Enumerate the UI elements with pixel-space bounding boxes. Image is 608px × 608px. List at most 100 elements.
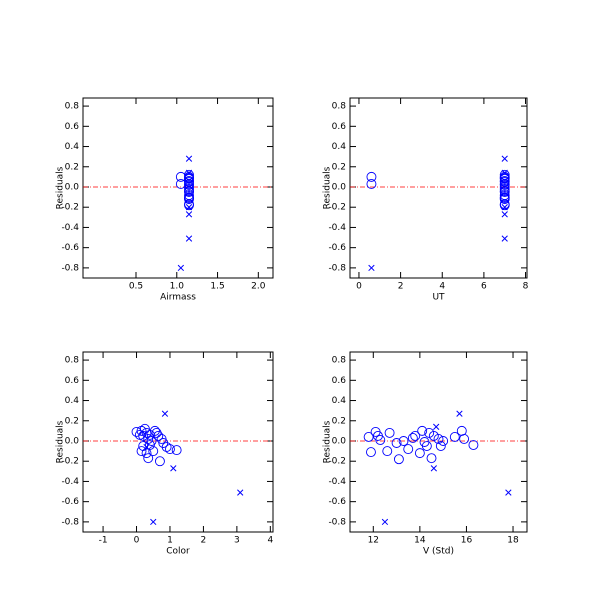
point-cross: [433, 423, 440, 430]
x-tick-label: 1: [167, 536, 173, 546]
point: [499, 200, 510, 211]
x-axis-label: Color: [166, 547, 190, 557]
point: [384, 427, 395, 438]
point: [456, 425, 467, 436]
point: [143, 453, 154, 464]
x-tick-label: 16: [461, 536, 473, 546]
x-tick-label: 14: [414, 536, 426, 546]
x-axis-label: UT: [432, 293, 445, 303]
point: [144, 440, 155, 450]
plot-frame: [349, 97, 528, 279]
y-tick-label: -0.8: [328, 263, 346, 273]
y-tick-label: 0.6: [65, 122, 80, 132]
y-tick-label: 0.8: [332, 102, 347, 112]
x-tick-label: 2.0: [251, 282, 266, 292]
point: [138, 430, 149, 441]
point-cross: [150, 518, 157, 526]
point: [165, 444, 175, 455]
point: [435, 441, 446, 451]
y-tick-label: -0.4: [328, 223, 346, 233]
point-cross: [185, 235, 193, 242]
point-cross: [237, 489, 244, 496]
panel: -0.8 -0.6 -0.4 -0.2 0.0 0.2 0.4 0.6 0.8 0 2 4 6 8 UT Re…: [323, 97, 529, 303]
y-axis-label: Residuals: [56, 166, 66, 209]
x-tick-label: 2: [398, 282, 404, 292]
point: [459, 434, 470, 444]
y-tick-label: 0.4: [65, 396, 80, 406]
point: [171, 445, 182, 456]
y-tick-label: 0.8: [332, 356, 347, 366]
point: [426, 453, 437, 464]
x-tick-label: 1.5: [210, 282, 224, 292]
y-tick-label: 0.8: [65, 356, 80, 366]
point: [438, 436, 449, 446]
x-tick-label: 0: [356, 282, 362, 292]
point: [414, 448, 425, 459]
point: [148, 446, 159, 457]
point: [421, 441, 432, 451]
point: [149, 425, 160, 436]
point: [398, 436, 409, 446]
point: [382, 446, 393, 457]
point: [151, 427, 162, 438]
point: [184, 187, 194, 197]
y-tick-label: 0.6: [332, 376, 347, 386]
y-tick-label: 0.4: [332, 142, 347, 152]
x-tick-label: 18: [507, 536, 519, 546]
point-cross: [501, 204, 508, 211]
point: [407, 433, 418, 443]
point: [366, 179, 377, 189]
point-cross: [177, 264, 185, 272]
point-cross: [430, 465, 437, 472]
y-tick-label: 0.4: [65, 142, 80, 152]
y-tick-label: -0.4: [61, 223, 79, 233]
point: [403, 444, 414, 455]
point-cross: [185, 155, 193, 162]
point: [153, 430, 164, 441]
y-tick-label: -0.8: [328, 517, 346, 527]
point: [410, 430, 421, 441]
x-tick-label: 3: [234, 536, 240, 546]
y-tick-label: 0.4: [332, 396, 347, 406]
x-axis-label: V (Std): [423, 547, 454, 557]
point: [433, 434, 444, 444]
point-cross: [143, 443, 150, 451]
x-tick-label: 4: [439, 282, 445, 292]
y-tick-label: -0.4: [328, 477, 346, 487]
point-cross: [368, 264, 375, 272]
point-cross: [456, 410, 463, 417]
y-axis-label: Residuals: [323, 420, 333, 463]
plot-frame: [82, 97, 274, 279]
point: [366, 171, 377, 182]
point: [154, 456, 165, 467]
y-axis-label: Residuals: [323, 166, 333, 209]
y-tick-label: -0.8: [61, 517, 79, 527]
x-tick-label: 2: [201, 536, 207, 546]
y-tick-label: 0.2: [65, 416, 79, 426]
point: [468, 440, 479, 450]
panel: -0.8 -0.6 -0.4 -0.2 0.0 0.2 0.4 0.6 0.8 0.5 1.0 1.5…: [56, 97, 274, 303]
x-tick-label: 12: [368, 536, 379, 546]
panel: -0.8 -0.6 -0.4 -0.2 0.0 0.2 0.4 0.6 0.8 12 14 16 18 V…: [323, 351, 528, 557]
y-tick-label: -0.8: [61, 263, 79, 273]
y-tick-label: -0.2: [328, 457, 346, 467]
x-tick-label: 4: [267, 536, 273, 546]
y-tick-label: 0.6: [332, 122, 347, 132]
y-tick-label: 0.0: [332, 436, 347, 446]
panel: -0.8 -0.6 -0.4 -0.2 0.0 0.2 0.4 0.6 0.8 -1 0 1 2 3 4 Co…: [56, 351, 274, 557]
point: [449, 431, 460, 442]
point: [184, 194, 194, 205]
x-tick-label: 6: [481, 282, 487, 292]
point: [417, 425, 428, 436]
y-tick-label: -0.6: [61, 497, 79, 507]
y-tick-label: -0.6: [61, 243, 79, 253]
point: [175, 171, 186, 182]
y-tick-label: -0.4: [61, 477, 79, 487]
point-cross: [185, 211, 193, 218]
point-cross: [185, 169, 193, 176]
plot-frame: [349, 351, 528, 533]
y-tick-label: 0.2: [332, 416, 346, 426]
y-tick-label: -0.6: [328, 243, 346, 253]
y-axis-label: Residuals: [56, 420, 66, 463]
